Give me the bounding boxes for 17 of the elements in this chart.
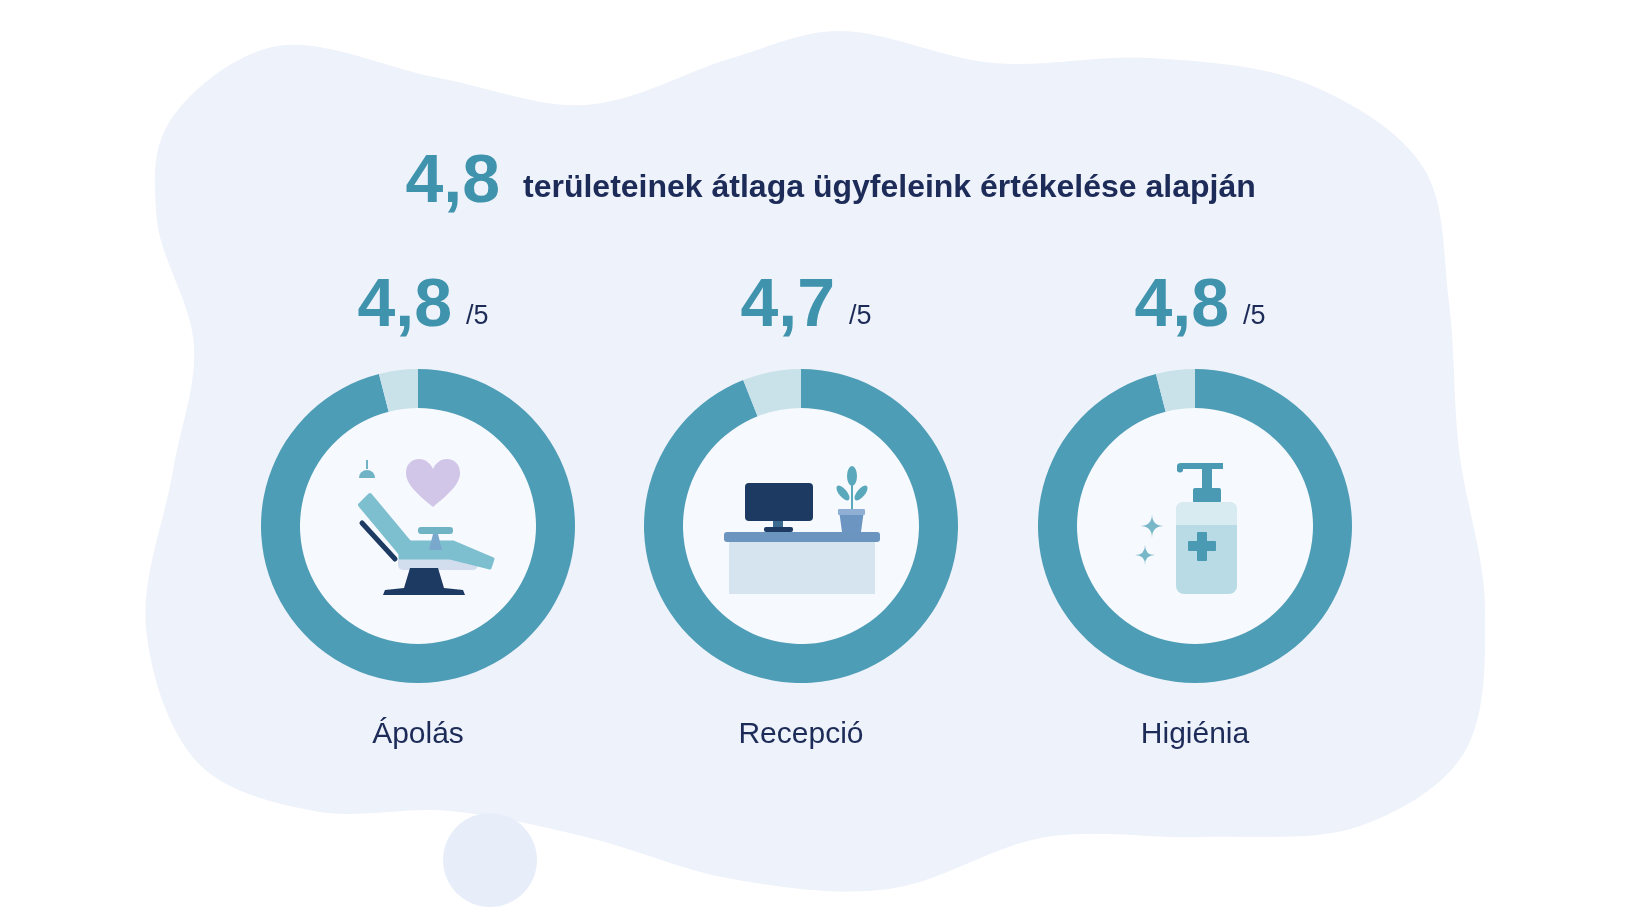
text: Recepció [738, 716, 864, 749]
data-label: 4,8 [1134, 264, 1229, 340]
donut-slice [261, 369, 575, 683]
text: Higiénia [1140, 716, 1250, 749]
data-label: 4,7 [740, 264, 835, 340]
text: területeinek átlaga ügyfeleink értékelése alapján [523, 168, 1256, 204]
text: /5 [466, 300, 489, 330]
donut-slice [644, 369, 958, 683]
text: 4,8 [405, 140, 500, 216]
donut-slice [1155, 369, 1195, 412]
data-label: 4,8 [357, 264, 452, 340]
donut-slice [743, 369, 801, 417]
text: /5 [849, 300, 872, 330]
donut-slice [378, 369, 418, 412]
text: /5 [1243, 300, 1266, 330]
donut-slice [1038, 369, 1352, 683]
text: Ápolás [372, 716, 464, 749]
